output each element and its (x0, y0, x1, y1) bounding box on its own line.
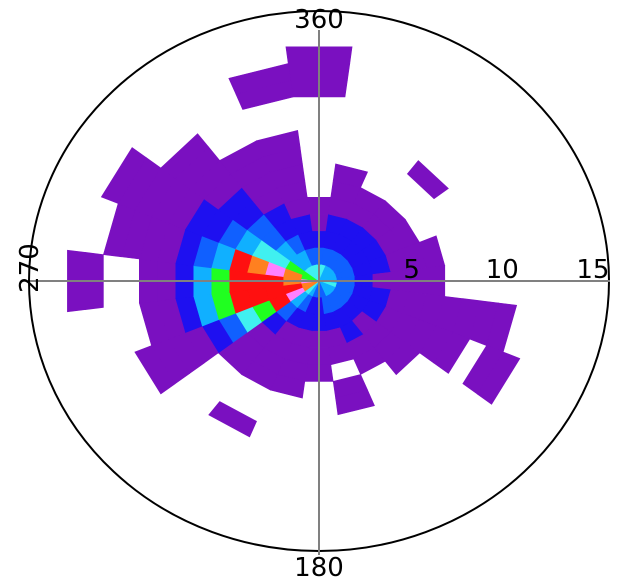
rose-cell (256, 130, 301, 157)
rose-cell (406, 160, 449, 200)
rose-cells (67, 46, 521, 438)
rose-cell (134, 345, 176, 395)
radial-ticks: 5 10 15 (403, 255, 609, 285)
rose-cell (100, 147, 147, 204)
rose-cell (208, 401, 257, 438)
radial-tick-label: 5 (403, 255, 420, 285)
label-west: 270 (15, 243, 45, 293)
radial-tick-label: 15 (576, 255, 609, 285)
label-south: 180 (294, 553, 344, 580)
rose-cell (160, 133, 210, 179)
rose-cell (433, 332, 471, 374)
rose-cell (335, 389, 375, 416)
rose-cell (228, 63, 291, 95)
rose-cell (332, 163, 369, 188)
rose-cell (384, 342, 421, 376)
rose-cell (476, 351, 521, 405)
label-north: 360 (294, 5, 344, 35)
radial-tick-label: 10 (486, 255, 519, 285)
